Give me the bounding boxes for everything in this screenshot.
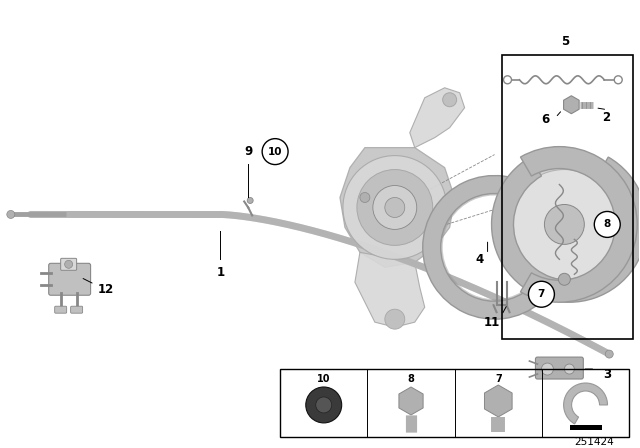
Circle shape — [247, 198, 253, 203]
Circle shape — [529, 281, 554, 307]
Text: 6: 6 — [541, 113, 550, 126]
Text: 5: 5 — [561, 35, 570, 48]
Circle shape — [7, 211, 15, 219]
Circle shape — [357, 169, 433, 246]
Circle shape — [306, 387, 342, 423]
FancyBboxPatch shape — [61, 258, 77, 270]
Text: 11: 11 — [483, 316, 500, 329]
Circle shape — [497, 157, 632, 292]
Wedge shape — [492, 157, 640, 302]
Text: 3: 3 — [603, 367, 611, 380]
Circle shape — [443, 93, 457, 107]
Circle shape — [373, 185, 417, 229]
Bar — [502, 55, 633, 339]
Text: 8: 8 — [604, 220, 611, 229]
Wedge shape — [520, 146, 637, 302]
Circle shape — [262, 138, 288, 164]
Text: 8: 8 — [408, 374, 415, 384]
Circle shape — [541, 363, 554, 375]
Circle shape — [545, 204, 584, 244]
Text: 10: 10 — [268, 146, 282, 157]
Text: 4: 4 — [476, 253, 484, 266]
Polygon shape — [340, 148, 454, 267]
Circle shape — [65, 260, 72, 268]
Circle shape — [509, 169, 620, 279]
Text: 1: 1 — [216, 266, 224, 279]
Circle shape — [564, 364, 574, 374]
Polygon shape — [355, 252, 425, 327]
FancyBboxPatch shape — [49, 263, 91, 295]
Text: 9: 9 — [244, 145, 252, 158]
Wedge shape — [423, 176, 541, 319]
Wedge shape — [441, 194, 529, 301]
FancyBboxPatch shape — [536, 357, 583, 379]
Text: 7: 7 — [538, 289, 545, 299]
Circle shape — [605, 350, 613, 358]
Circle shape — [595, 211, 620, 237]
Text: 251424: 251424 — [575, 437, 614, 447]
Bar — [570, 425, 602, 430]
Circle shape — [385, 309, 404, 329]
Bar — [280, 369, 629, 437]
Text: 7: 7 — [495, 374, 502, 384]
Polygon shape — [410, 88, 465, 148]
FancyBboxPatch shape — [54, 306, 67, 313]
Circle shape — [343, 155, 447, 259]
Circle shape — [385, 198, 404, 217]
Circle shape — [558, 273, 570, 285]
Circle shape — [316, 397, 332, 413]
Wedge shape — [564, 383, 607, 424]
Text: 12: 12 — [97, 283, 114, 296]
Text: 10: 10 — [317, 374, 330, 384]
FancyBboxPatch shape — [70, 306, 83, 313]
Circle shape — [360, 193, 370, 202]
Text: 2: 2 — [602, 111, 611, 124]
